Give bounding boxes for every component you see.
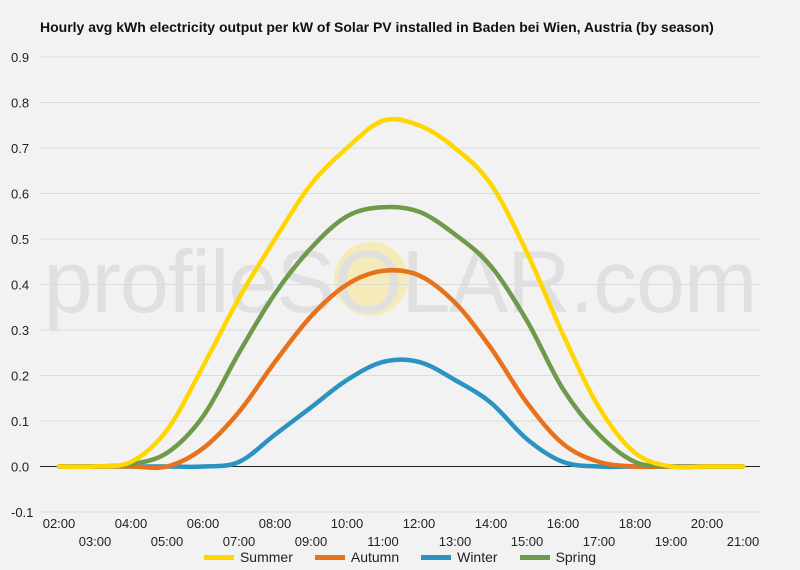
legend-swatch	[421, 554, 452, 560]
legend-item-spring: Spring	[519, 549, 597, 565]
legend-label: Autumn	[350, 549, 400, 565]
y-tick-label: 0.5	[11, 232, 29, 247]
x-tick-label: 16:00	[547, 516, 580, 531]
series-line-summer	[56, 116, 746, 470]
x-axis: 02:00 04:00 06:00 08:00 10:00 12:00 14:00 16:00…	[43, 516, 760, 549]
x-tick-label: 03:00	[79, 534, 112, 549]
grid-layer	[40, 56, 760, 513]
y-tick-label: 0.0	[11, 460, 29, 475]
watermark: profileSOLAR.com	[44, 232, 757, 331]
y-tick-label: 0.1	[11, 414, 29, 429]
y-tick-label: 0.3	[11, 323, 29, 338]
x-tick-label: 02:00	[43, 516, 76, 531]
y-tick-label: 0.2	[11, 369, 29, 384]
x-tick-label: 19:00	[655, 534, 688, 549]
x-tick-label: 10:00	[331, 516, 364, 531]
y-tick-label: -0.1	[11, 505, 33, 520]
x-tick-label: 17:00	[583, 534, 616, 549]
y-tick-label: 0.9	[11, 50, 29, 65]
y-tick-label: 0.6	[11, 187, 29, 202]
legend-swatch	[519, 554, 550, 560]
x-tick-label: 15:00	[511, 534, 544, 549]
series-line-autumn	[56, 267, 746, 471]
legend-item-summer: Summer	[203, 549, 293, 565]
legend-swatch	[203, 554, 234, 560]
y-tick-label: 0.7	[11, 141, 29, 156]
legend-swatch	[314, 554, 345, 560]
y-tick-label: 0.4	[11, 278, 29, 293]
plot-area	[56, 116, 746, 471]
x-tick-label: 07:00	[223, 534, 256, 549]
x-tick-label: 09:00	[295, 534, 328, 549]
x-tick-label: 12:00	[403, 516, 436, 531]
legend-label: Summer	[239, 549, 293, 565]
x-tick-label: 20:00	[691, 516, 724, 531]
watermark-layer: profileSOLAR.com	[44, 232, 758, 331]
series-line-spring	[56, 204, 746, 470]
legend-item-autumn: Autumn	[314, 549, 400, 565]
x-tick-label: 21:00	[727, 534, 760, 549]
legend: Summer Autumn Winter Spring	[0, 549, 800, 565]
x-tick-label: 05:00	[151, 534, 184, 549]
x-tick-label: 04:00	[115, 516, 148, 531]
y-axis: -0.1 0.0 0.1 0.2 0.3 0.4 0.5 0.6 0.7 0.8 0.9	[11, 50, 33, 520]
legend-item-winter: Winter	[421, 549, 498, 565]
x-tick-label: 13:00	[439, 534, 472, 549]
legend-label: Spring	[555, 549, 597, 565]
x-tick-label: 11:00	[367, 534, 399, 549]
x-tick-label: 14:00	[475, 516, 508, 531]
chart-title: Hourly avg kWh electricity output per kW…	[40, 19, 714, 35]
x-tick-label: 18:00	[619, 516, 652, 531]
x-tick-label: 08:00	[259, 516, 292, 531]
x-tick-label: 06:00	[187, 516, 220, 531]
watermark-sun-icon	[334, 242, 408, 316]
y-tick-label: 0.8	[11, 96, 29, 111]
legend-label: Winter	[457, 549, 498, 565]
